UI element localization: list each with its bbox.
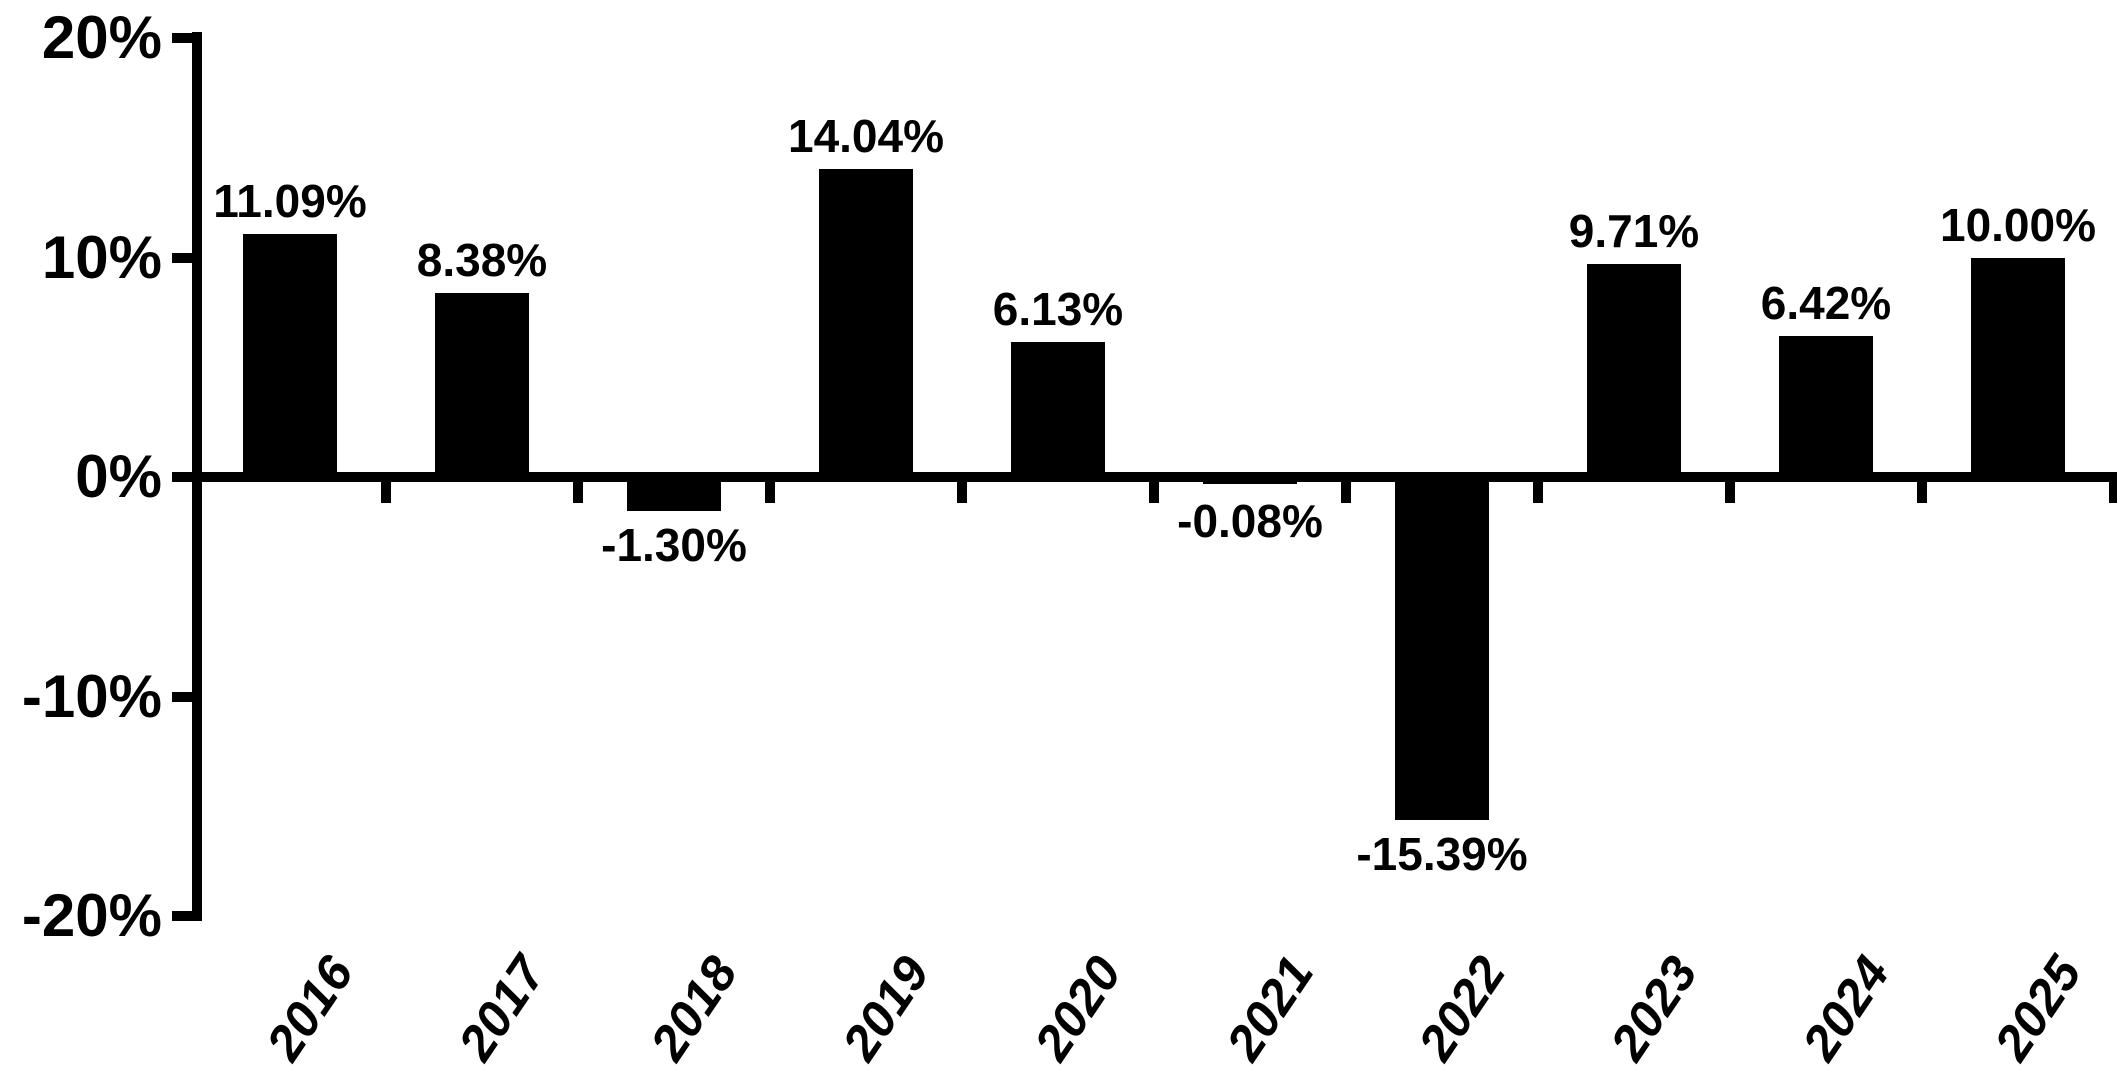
x-axis-label-2020: 2020 xyxy=(1023,946,1132,1070)
bar-2025 xyxy=(1971,257,2065,482)
x-axis-line xyxy=(192,472,2117,482)
x-axis-label-2019: 2019 xyxy=(831,946,940,1070)
y-tick-20% xyxy=(172,33,202,43)
bar-2017 xyxy=(435,293,529,482)
x-tick-9 xyxy=(2109,482,2117,503)
y-tick-label-10%: 10% xyxy=(41,223,162,291)
x-tick-6 xyxy=(1533,482,1543,503)
bar-2023 xyxy=(1587,263,1681,482)
bar-2020 xyxy=(1011,342,1105,482)
bar-value-label-2022: -15.39% xyxy=(1356,827,1528,880)
x-axis-label-2022: 2022 xyxy=(1407,946,1516,1070)
y-tick-label--20%: -20% xyxy=(21,882,162,949)
bar-value-label-2017: 8.38% xyxy=(416,234,548,287)
x-axis-label-2023: 2023 xyxy=(1599,946,1708,1070)
bar-value-label-2021: -0.08% xyxy=(1177,495,1323,547)
bar-2019 xyxy=(819,168,913,482)
x-axis-label-2016: 2016 xyxy=(255,946,364,1070)
y-tick--20% xyxy=(172,911,202,921)
x-axis-label-2021: 2021 xyxy=(1215,946,1324,1070)
bar-2024 xyxy=(1779,336,1873,482)
y-tick-0% xyxy=(172,472,202,482)
x-tick-4 xyxy=(1149,482,1159,503)
y-tick--10% xyxy=(172,691,202,702)
x-axis-label-2024: 2024 xyxy=(1791,946,1900,1070)
bar-value-label-2018: -1.30% xyxy=(601,518,747,571)
y-tick-10% xyxy=(172,252,202,263)
x-tick-1 xyxy=(573,482,583,503)
x-axis-label-2018: 2018 xyxy=(639,946,748,1070)
y-tick-label-20%: 20% xyxy=(41,4,162,71)
bar-value-label-2020: 6.13% xyxy=(992,283,1124,336)
x-tick-7 xyxy=(1725,482,1735,503)
y-tick-label-0%: 0% xyxy=(75,443,162,510)
bar-2016 xyxy=(243,233,337,482)
x-tick-5 xyxy=(1341,482,1351,503)
bar-2022 xyxy=(1395,477,1489,820)
bar-2018 xyxy=(627,477,721,511)
bar-value-label-2016: 11.09% xyxy=(213,174,367,227)
x-tick-3 xyxy=(957,482,967,503)
bar-value-label-2024: 6.42% xyxy=(1760,277,1892,330)
x-axis-label-2025: 2025 xyxy=(1983,946,2092,1070)
x-tick-0 xyxy=(381,482,391,503)
x-axis-label-2017: 2017 xyxy=(447,946,556,1070)
bar-2021 xyxy=(1203,477,1297,484)
y-tick-label--10%: -10% xyxy=(21,662,162,730)
bar-value-label-2023: 9.71% xyxy=(1568,204,1700,257)
bar-value-label-2019: 14.04% xyxy=(787,109,944,162)
x-tick-2 xyxy=(765,482,775,503)
bar-value-label-2025: 10.00% xyxy=(1939,198,2096,251)
x-tick-8 xyxy=(1917,482,1927,503)
